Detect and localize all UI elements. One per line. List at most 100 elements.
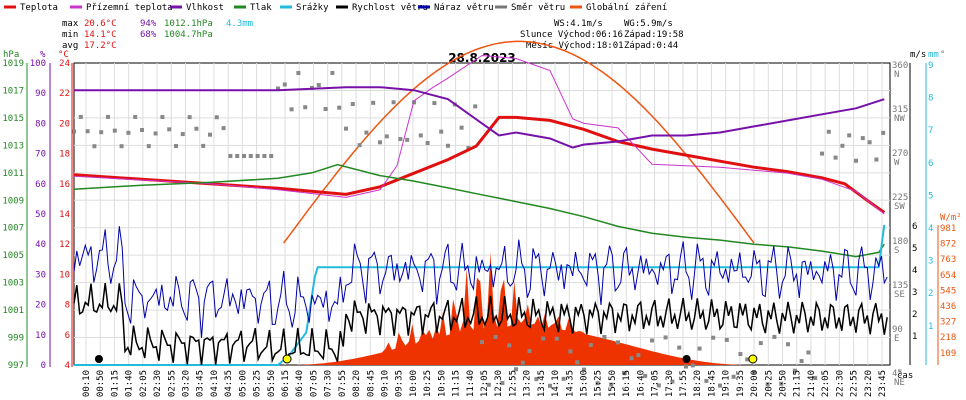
wind-dir-point [534,377,539,382]
wind-dir-point [847,133,852,138]
radiation-tick: 545 [940,286,956,296]
y-tick-humidity_pct: 30 [35,270,46,280]
wind-dir-point [262,154,267,158]
y-tick-pressure_hpa: 1005 [2,251,24,261]
wind-dir-point [568,349,573,354]
x-tick-label: 14:35 [565,370,575,397]
wind-dir-point [650,338,654,343]
x-tick-label: 00:50 [96,370,106,397]
x-tick-label: 01:15 [110,370,120,397]
wind-dir-point [602,334,607,339]
wind-dir-point [690,363,695,368]
wind-dir-point [507,343,512,348]
x-tick-label: 01:40 [125,370,135,397]
wind-dir-tick: W [894,158,900,168]
x-tick-label: 06:15 [281,370,291,397]
x-tick-label: 22:05 [821,370,831,397]
wind-dir-point [242,154,246,158]
stat-min-hum: 68% [140,30,157,40]
x-tick-label: 10:00 [409,370,419,397]
x-tick-label: 20:00 [750,370,760,397]
wind-dir-point [126,130,131,135]
wind-dir-point [391,100,396,105]
radiation-tick: 981 [940,224,956,234]
wind-dir-point [609,382,614,387]
wind-dir-point [282,82,287,87]
unit-mm: mm [928,50,939,60]
y-tick-temp_c: 4 [65,361,70,371]
wind-lines [73,226,888,365]
wind-dir-point [758,341,763,346]
x-tick-label: 02:05 [139,370,149,397]
wind-dir-point [629,356,634,361]
wind-dir-tick: 90 [892,325,903,335]
x-tick-label: 13:45 [537,370,547,397]
wind-dir-point [554,336,559,341]
info-moon: Měsíc Východ:18:01 [526,41,624,51]
wind-dir-point [350,102,355,107]
wind-dir-point [881,130,886,135]
wind-dir-point [724,337,729,342]
wind-dir-point [826,129,831,134]
wind-dir-point [799,359,804,364]
wind-dir-point [99,130,104,135]
stat-min-label: min [62,30,78,40]
wind-ms-tick: 3 [912,288,917,298]
wind-dir-point [860,136,865,141]
wind-dir-point [779,381,784,386]
y-tick-temp_c: 10 [59,270,70,280]
wind-dir-point [289,107,294,112]
wind-dir-point [738,352,743,357]
wind-dir-point [806,350,811,355]
unit-ms: m/s [910,50,926,60]
legend: Teplota Přízemní teplota Vlhkost Tlak Srážky… [4,3,667,13]
info-ws: WS:4.1m/s [554,19,603,29]
legend-label: Vlhkost [186,3,224,13]
wind-dir-point [180,132,185,137]
wind-dir-point [459,125,464,130]
x-tick-label: 22:30 [835,370,845,397]
wind-dir-point [194,126,199,131]
y-tick-pressure_hpa: 997 [8,361,24,371]
rain-tick: 9 [928,61,933,71]
info-block: WS:4.1m/s WG:5.9m/s Slunce Východ:06:16 … [520,19,684,51]
wind-dir-point [854,158,858,163]
wind-dir-point [344,126,348,131]
x-tick-label: 18:20 [693,370,703,397]
legend-label: Směr větru [511,3,565,13]
wind-dir-point [772,334,777,339]
x-tick-label: 05:50 [267,370,277,397]
y-tick-temp_c: 20 [59,119,70,129]
wind-dir-point [228,154,233,158]
wind-dir-point [514,367,518,372]
rain-tick: 6 [928,159,933,169]
wind-dir-point [106,114,110,119]
unit-time: čas [897,370,913,381]
wind-dir-point [235,154,240,158]
x-tick-label: 12:30 [494,370,504,397]
stat-max-hum: 94% [140,19,157,29]
x-tick-label: 18:45 [707,370,717,397]
wind-dir-point [276,86,280,91]
wind-dir-tick: 315 [892,105,908,115]
wind-dir-point [731,374,736,379]
wind-dir-tick: 180 [892,237,908,247]
wind-dir-point [813,376,818,381]
info-moon-set: Západ:0:44 [624,41,678,51]
rain-tick: 3 [928,257,933,267]
wind-dir-point [167,127,172,132]
rain-tick: 4 [928,224,933,234]
y-tick-humidity_pct: 60 [35,180,46,190]
y-tick-humidity_pct: 90 [35,89,46,99]
rain-tick: 8 [928,94,933,104]
wind-dir-point [78,114,83,119]
legend-label: Teplota [20,3,58,13]
wind-dir-point [85,129,90,134]
x-tick-label: 00:10 [82,370,92,397]
x-tick-label: 17:30 [665,370,675,397]
x-tick-label: 07:30 [324,370,334,397]
y-tick-pressure_hpa: 1013 [2,141,24,151]
x-tick-label: 15:00 [580,370,590,397]
y-tick-pressure_hpa: 1011 [2,169,24,179]
